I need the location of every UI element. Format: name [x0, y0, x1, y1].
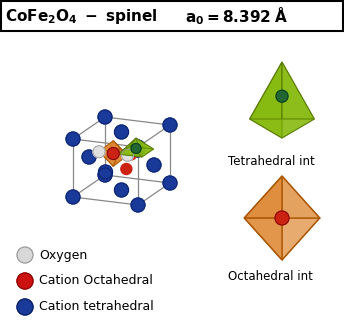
Circle shape [107, 148, 119, 160]
Text: Oxygen: Oxygen [39, 248, 87, 262]
Text: Cation tetrahedral: Cation tetrahedral [39, 301, 154, 314]
Circle shape [121, 149, 133, 161]
Polygon shape [250, 62, 314, 119]
Circle shape [131, 198, 145, 212]
Text: Octahedral int: Octahedral int [228, 270, 313, 283]
Polygon shape [99, 141, 113, 158]
Circle shape [98, 110, 112, 124]
Circle shape [108, 147, 119, 158]
Polygon shape [282, 176, 320, 218]
Circle shape [98, 168, 112, 182]
Circle shape [126, 149, 137, 160]
Polygon shape [106, 141, 128, 158]
Polygon shape [244, 176, 282, 218]
Circle shape [275, 211, 289, 225]
Circle shape [115, 183, 129, 197]
Polygon shape [250, 119, 314, 138]
Circle shape [147, 158, 161, 172]
Circle shape [163, 176, 177, 190]
Polygon shape [99, 149, 120, 166]
Text: $\mathbf{CoFe_2O_4}$$\mathbf{\ -\ spinel}$: $\mathbf{CoFe_2O_4}$$\mathbf{\ -\ spinel… [5, 6, 158, 25]
Circle shape [131, 144, 141, 153]
Text: Cation Octahedral: Cation Octahedral [39, 275, 153, 288]
Circle shape [131, 140, 145, 154]
Circle shape [98, 165, 112, 179]
Polygon shape [99, 141, 120, 152]
Polygon shape [99, 152, 113, 166]
FancyBboxPatch shape [1, 1, 343, 31]
Circle shape [82, 150, 96, 164]
Polygon shape [119, 138, 142, 157]
Circle shape [17, 273, 33, 289]
Polygon shape [136, 138, 153, 157]
Polygon shape [282, 62, 314, 138]
Circle shape [17, 299, 33, 315]
Polygon shape [119, 146, 142, 157]
Polygon shape [282, 218, 320, 260]
Polygon shape [244, 218, 282, 260]
Polygon shape [130, 138, 153, 149]
Polygon shape [106, 155, 128, 166]
Circle shape [17, 247, 33, 263]
Polygon shape [119, 138, 136, 154]
Circle shape [121, 164, 132, 174]
Circle shape [276, 90, 288, 102]
Polygon shape [130, 146, 153, 157]
Text: $\mathbf{a_0 = 8.392\ \AA}$: $\mathbf{a_0 = 8.392\ \AA}$ [185, 5, 289, 27]
Circle shape [130, 143, 144, 157]
Polygon shape [250, 62, 282, 138]
Polygon shape [113, 141, 128, 155]
Circle shape [66, 132, 80, 146]
Circle shape [163, 118, 177, 132]
Text: Tetrahedral int: Tetrahedral int [228, 155, 315, 168]
Polygon shape [113, 149, 128, 166]
Circle shape [93, 146, 105, 158]
Circle shape [66, 190, 80, 204]
Circle shape [115, 125, 129, 139]
